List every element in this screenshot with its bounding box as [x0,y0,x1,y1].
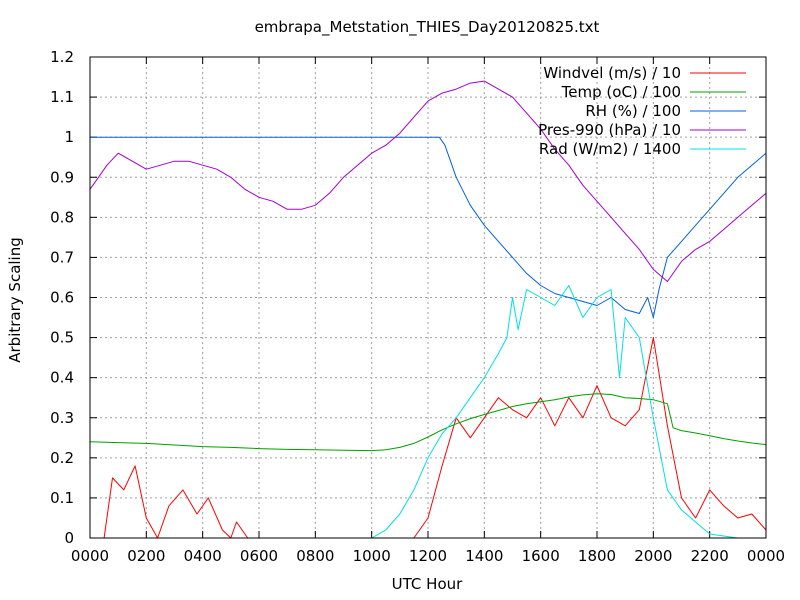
legend-label: Windvel (m/s) / 10 [543,64,681,82]
x-tick-label: 2200 [691,547,729,565]
y-tick-label: 1.1 [50,88,74,106]
chart-title: embrapa_Metstation_THIES_Day20120825.txt [255,18,600,37]
legend-label: Pres-990 (hPa) / 10 [538,121,681,139]
x-tick-label: 0000 [747,547,785,565]
x-tick-label: 0600 [240,547,278,565]
series-line-1 [90,337,767,539]
y-tick-label: 1 [64,128,74,146]
y-tick-label: 0.8 [50,208,74,226]
plot-frame [89,56,767,539]
y-tick-label: 0.5 [50,329,74,347]
x-tick-label: 0200 [127,547,165,565]
y-tick-label: 0.2 [50,449,74,467]
y-tick-label: 0.6 [50,289,74,307]
y-tick-label: 0.1 [50,489,74,507]
y-tick-label: 0.9 [50,168,74,186]
y-tick-label: 0 [64,529,74,547]
y-tick-label: 0.4 [50,369,74,387]
x-tick-label: 0000 [71,547,109,565]
x-axis-label: UTC Hour [392,575,463,593]
series-line-2 [89,393,767,452]
legend-label: Temp (oC) / 100 [561,83,681,101]
x-tick-label: 0400 [184,547,222,565]
x-tick-label: 1000 [353,547,391,565]
series-line-5 [90,285,766,539]
y-tick-label: 0.7 [50,248,74,266]
ticks: 0 0.1 0.2 0.3 0.4 0.5 0.6 0.7 0.8 0.9 1 1.1 1.2 0000 0… [50,48,785,565]
legend-label: Rad (W/m2) / 1400 [539,140,681,158]
x-tick-label: 1800 [578,547,616,565]
y-tick-label: 1.2 [50,48,74,66]
x-tick-label: 2000 [634,547,672,565]
y-tick-label: 0.3 [50,409,74,427]
y-axis-label: Arbitrary Scaling [6,237,24,363]
x-tick-label: 1400 [465,547,503,565]
series-line-4 [89,80,767,282]
series-layer [89,80,767,539]
x-tick-label: 1600 [522,547,560,565]
legend-label: RH (%) / 100 [585,102,681,120]
x-tick-label: 1200 [409,547,447,565]
x-tick-label: 0800 [296,547,334,565]
